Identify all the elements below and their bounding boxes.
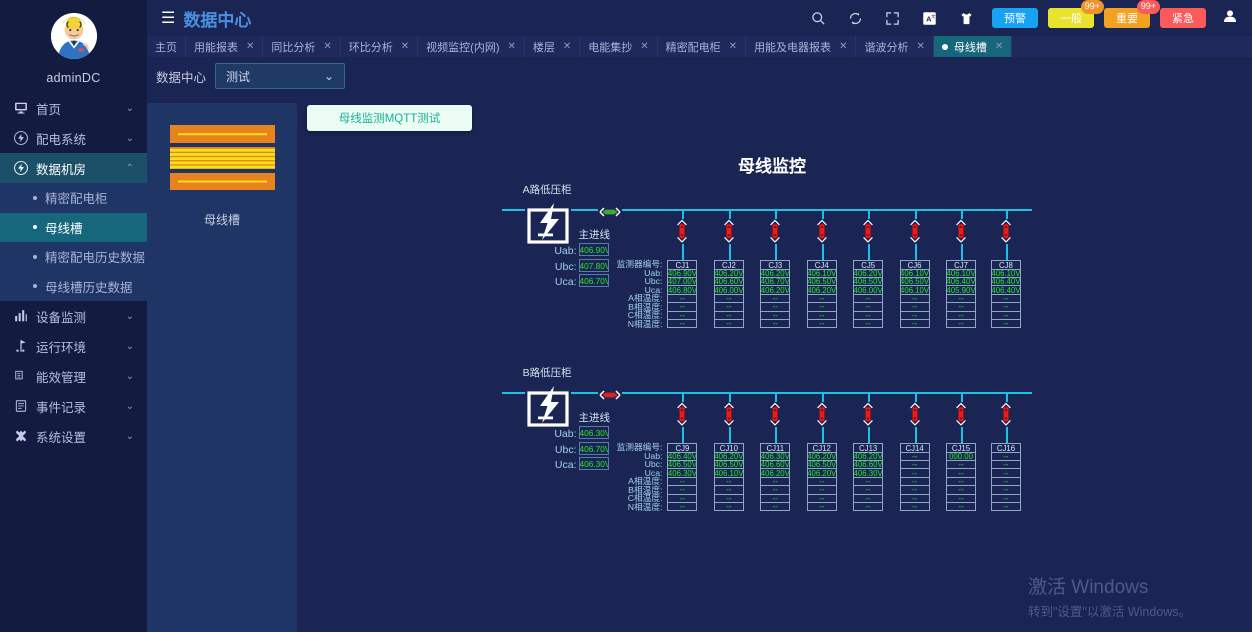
svg-text:文: 文 [931, 12, 936, 19]
